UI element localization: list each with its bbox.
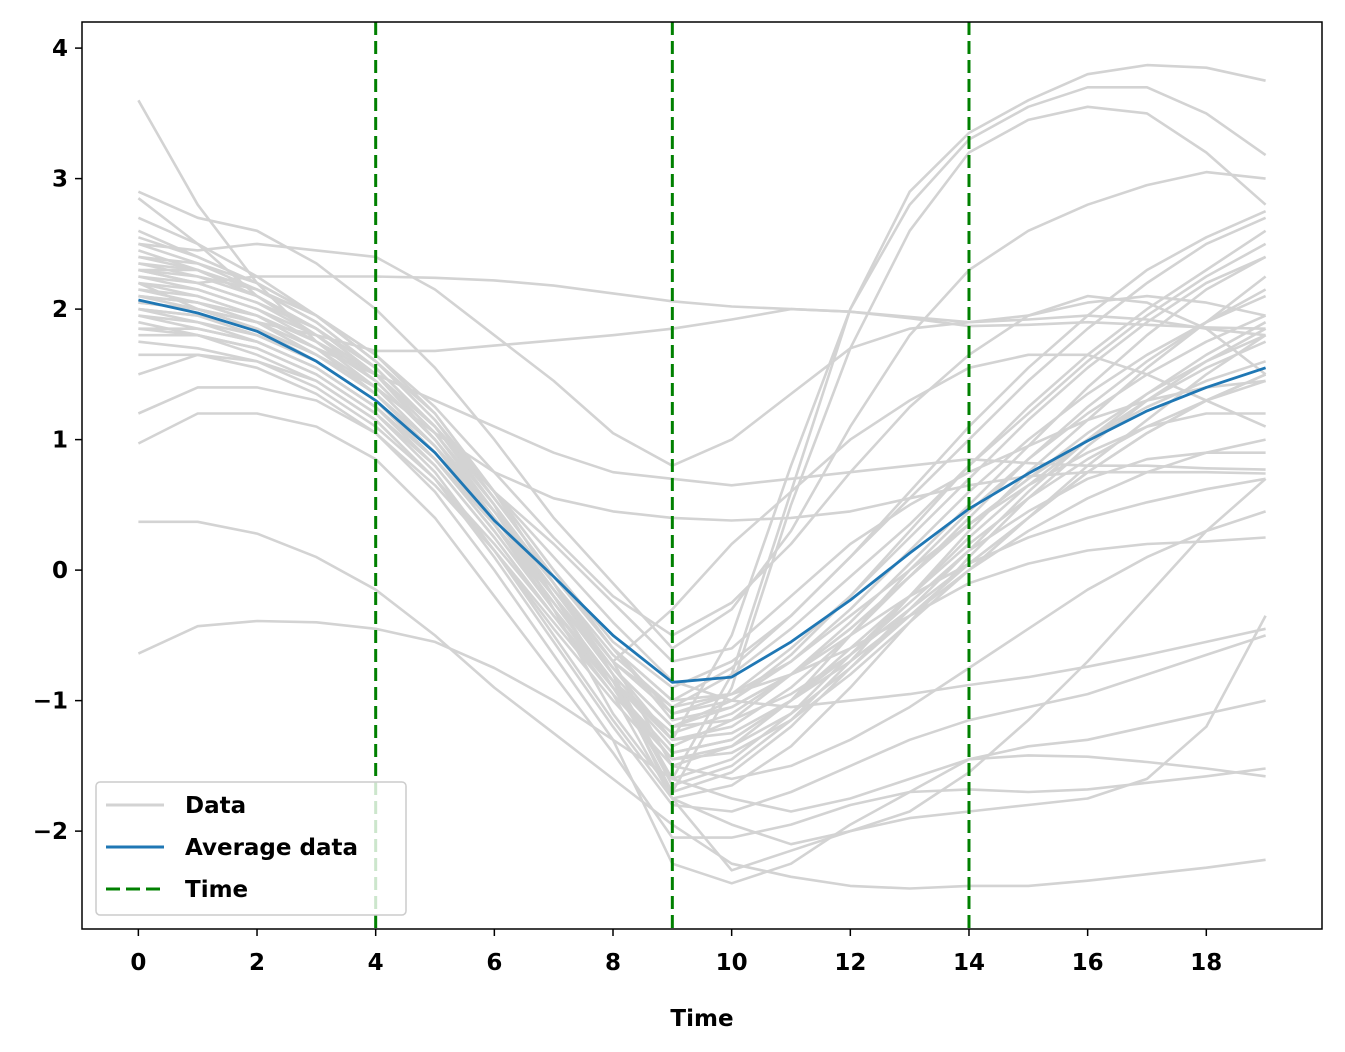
x-tick-label-4: 4 bbox=[368, 950, 384, 976]
legend-label-average: Average data bbox=[185, 835, 358, 861]
x-tick-label-10: 10 bbox=[716, 950, 748, 976]
data-series-line-5 bbox=[138, 268, 1266, 324]
average-series-group bbox=[138, 298, 1267, 684]
y-tick-label-5: 3 bbox=[52, 167, 68, 193]
legend-label-data: Data bbox=[185, 793, 246, 819]
y-tick-label-4: 2 bbox=[52, 297, 68, 323]
x-tick-label-12: 12 bbox=[834, 950, 866, 976]
x-tick-label-16: 16 bbox=[1072, 950, 1104, 976]
x-axis: 0 2 4 6 8 10 12 14 16 18 bbox=[130, 929, 1222, 976]
data-series-group bbox=[137, 63, 1267, 890]
y-tick-label-3: 1 bbox=[52, 428, 68, 454]
data-series-line-12 bbox=[137, 619, 1266, 813]
data-series-line-21 bbox=[138, 320, 1267, 781]
average-data-line bbox=[138, 298, 1267, 684]
data-series-line-42 bbox=[138, 314, 1266, 755]
data-series-line-44 bbox=[138, 268, 1267, 637]
data-series-line-13 bbox=[137, 412, 1266, 839]
legend-box bbox=[95, 781, 407, 916]
y-tick-label-0: −2 bbox=[33, 819, 68, 845]
data-series-line-7 bbox=[138, 242, 1266, 468]
data-series-line-33 bbox=[138, 255, 1267, 748]
data-series-line-11 bbox=[138, 520, 1266, 890]
data-series-line-36 bbox=[138, 210, 1267, 702]
data-series-line-1 bbox=[137, 170, 1266, 650]
data-series-line-41 bbox=[138, 281, 1266, 709]
data-series-line-14 bbox=[137, 386, 1266, 885]
y-tick-label-2: 0 bbox=[52, 558, 68, 584]
x-tick-label-18: 18 bbox=[1190, 950, 1222, 976]
x-axis-title: Time bbox=[670, 1006, 733, 1032]
x-tick-label-14: 14 bbox=[953, 950, 985, 976]
plot-frame bbox=[81, 21, 1323, 930]
y-tick-label-1: −1 bbox=[33, 689, 68, 715]
data-series-line-29 bbox=[138, 334, 1267, 761]
legend: Data Average data Time bbox=[95, 781, 407, 916]
legend-label-time: Time bbox=[185, 877, 248, 903]
data-series-line-43 bbox=[138, 294, 1267, 663]
data-series-line-25 bbox=[138, 327, 1267, 800]
x-tick-label-6: 6 bbox=[486, 950, 502, 976]
x-tick-label-8: 8 bbox=[605, 950, 621, 976]
x-tick-label-2: 2 bbox=[249, 950, 265, 976]
data-series-line-40 bbox=[138, 353, 1267, 761]
x-tick-label-0: 0 bbox=[130, 950, 146, 976]
y-tick-label-6: 4 bbox=[52, 36, 68, 62]
y-axis: −2 −1 0 1 2 3 4 bbox=[33, 36, 82, 845]
